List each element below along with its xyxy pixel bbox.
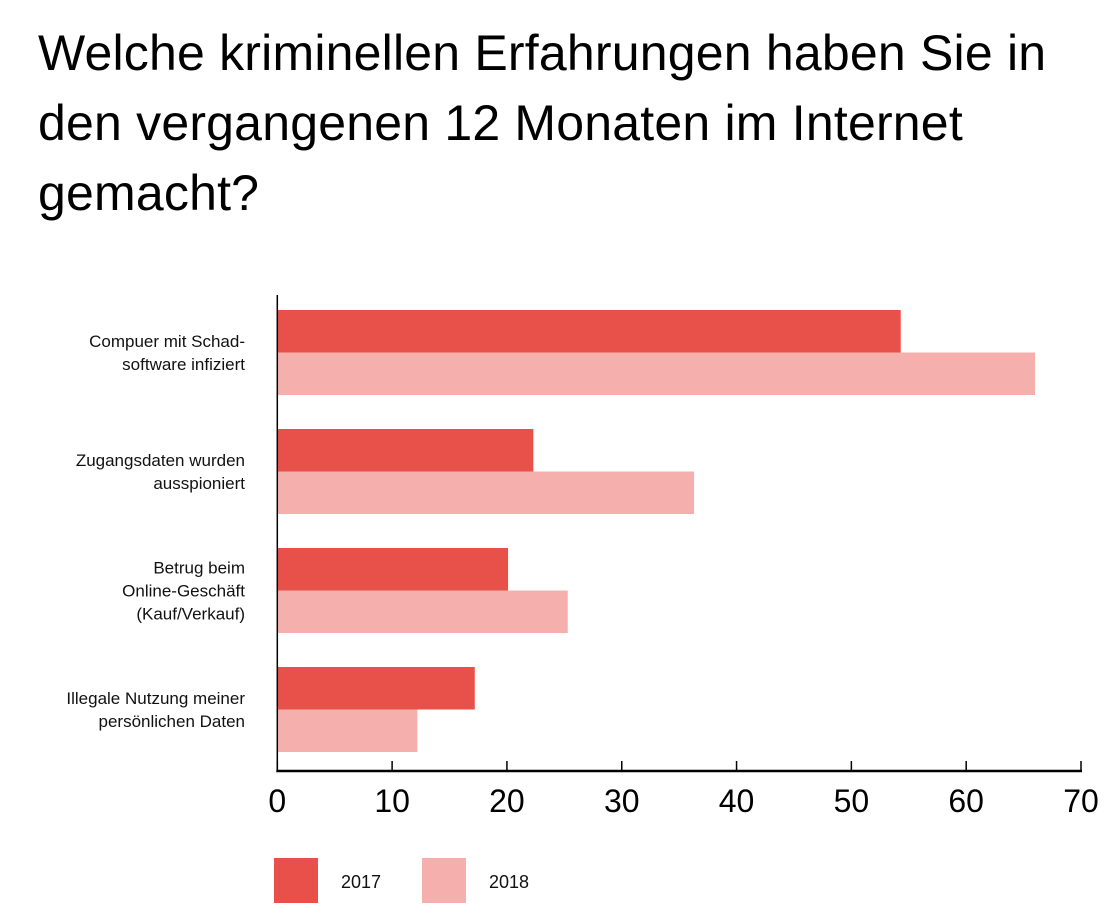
category-label: Compuer mit Schad- xyxy=(89,332,245,351)
category-label: Zugangsdaten wurden xyxy=(76,451,245,470)
x-tick-label: 30 xyxy=(604,783,640,819)
x-tick-label: 70 xyxy=(1063,783,1099,819)
bar-2018-1 xyxy=(277,471,695,514)
bar-2018-2 xyxy=(277,590,568,633)
legend-label: 2017 xyxy=(341,872,381,892)
legend-swatch-2017 xyxy=(274,858,318,903)
bar-2017-3 xyxy=(277,667,475,710)
category-label: Betrug beim xyxy=(153,559,245,578)
x-tick-label: 50 xyxy=(834,783,870,819)
category-label: Online-Geschäft xyxy=(122,582,245,601)
category-label: ausspioniert xyxy=(153,474,245,493)
bar-2018-0 xyxy=(277,352,1036,395)
bar-2017-1 xyxy=(277,429,534,472)
x-tick-label: 20 xyxy=(489,783,525,819)
x-tick-label: 10 xyxy=(374,783,410,819)
category-label: (Kauf/Verkauf) xyxy=(136,605,245,624)
x-tick-label: 60 xyxy=(948,783,984,819)
chart-title: Welche kriminellen Erfahrungen haben Sie… xyxy=(38,25,1047,221)
bar-2017-0 xyxy=(277,310,901,353)
legend-label: 2018 xyxy=(489,872,529,892)
category-label: Illegale Nutzung meiner xyxy=(66,689,245,708)
bar-2017-2 xyxy=(277,548,509,591)
bar-2018-3 xyxy=(277,709,418,752)
category-label: persönlichen Daten xyxy=(99,712,245,731)
legend-swatch-2018 xyxy=(422,858,466,903)
x-tick-label: 40 xyxy=(719,783,755,819)
category-label: software infiziert xyxy=(122,355,245,374)
x-tick-label: 0 xyxy=(268,783,286,819)
